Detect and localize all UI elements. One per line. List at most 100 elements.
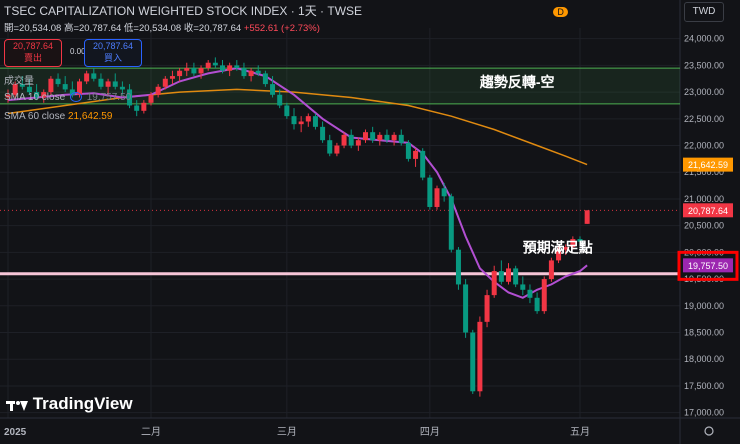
sell-button[interactable]: 20,787.64 賣出: [4, 39, 62, 67]
candle: [134, 100, 140, 117]
candle-body: [248, 70, 254, 77]
candle-body: [448, 196, 454, 250]
currency-selector[interactable]: TWD: [684, 2, 724, 22]
annotation-target: 預期滿足點: [523, 239, 593, 255]
candle: [241, 62, 247, 79]
buy-price: 20,787.64: [92, 41, 134, 51]
candle-body: [527, 289, 533, 298]
candle: [463, 279, 469, 338]
candle: [584, 210, 590, 224]
legend-sma10[interactable]: SMA 10 close 19,757.50: [4, 92, 131, 103]
candle-body: [327, 140, 333, 154]
candle: [427, 174, 433, 210]
y-tick-label: 19,000.00: [684, 301, 724, 311]
tv-logo-icon: [6, 399, 28, 411]
sma60-value: 21,642.59: [67, 111, 113, 122]
annotation-trend-reversal: 趨勢反轉-空: [479, 74, 555, 90]
candle-body: [177, 70, 183, 77]
candle: [363, 129, 368, 143]
candle-body: [105, 81, 111, 87]
candle: [527, 284, 533, 304]
candle-body: [141, 102, 147, 111]
candle-body: [398, 134, 404, 143]
symbol-title[interactable]: TSEC CAPITALIZATION WEIGHTED STOCK INDEX…: [4, 4, 363, 18]
legend-volume[interactable]: 成交量: [4, 76, 34, 87]
candle: [169, 70, 175, 85]
candle: [184, 62, 190, 77]
candle: [563, 244, 569, 256]
sell-label: 賣出: [23, 53, 42, 63]
eye-icon[interactable]: [69, 92, 82, 103]
candle-body: [162, 78, 168, 87]
candle: [26, 78, 32, 95]
price-label-text: 20,787.64: [688, 206, 728, 216]
candle: [119, 81, 125, 95]
price-label: 21,642.59: [683, 157, 733, 172]
candle: [477, 316, 483, 397]
candle: [305, 113, 311, 127]
candle-body: [184, 68, 190, 71]
candle: [41, 89, 47, 103]
candle-body: [377, 134, 383, 141]
candle: [320, 121, 326, 143]
candle: [112, 73, 118, 90]
candle: [384, 129, 390, 143]
candle: [312, 113, 318, 130]
candle-body: [234, 65, 240, 69]
candle: [448, 193, 454, 253]
candle-body: [155, 86, 161, 95]
candle: [506, 263, 511, 285]
candle: [455, 247, 461, 290]
candle: [520, 276, 526, 296]
candle: [298, 116, 304, 133]
candle: [370, 126, 376, 143]
candle-body: [355, 140, 361, 146]
candle: [105, 78, 111, 95]
candle-body: [420, 150, 426, 178]
candle-body: [513, 268, 519, 285]
candle-body: [148, 94, 154, 103]
candle: [262, 70, 268, 87]
price-label: 20,787.64: [683, 203, 733, 218]
candle-body: [348, 134, 354, 146]
candle-body: [127, 89, 133, 106]
legend-sma60[interactable]: SMA 60 close 21,642.59: [4, 111, 112, 122]
candle: [127, 84, 133, 109]
y-tick-label: 21,500.00: [684, 167, 724, 177]
candle-body: [391, 134, 397, 141]
candle: [441, 182, 447, 202]
candle-body: [5, 94, 11, 98]
candle-body: [169, 76, 175, 79]
candle-body: [255, 70, 261, 74]
sell-price: 20,787.64: [12, 41, 54, 51]
candle-body: [556, 249, 562, 261]
ohlc-close: 收=20,787.64: [183, 23, 242, 34]
candle-body: [112, 81, 118, 87]
candle-body: [284, 105, 290, 117]
candle: [141, 100, 147, 114]
x-tick-label: 四月: [420, 426, 440, 438]
candle: [434, 185, 440, 210]
y-tick-label: 22,000.00: [684, 141, 724, 151]
candle-body: [212, 62, 218, 66]
price-label-bg: [683, 258, 733, 273]
candle: [577, 236, 583, 245]
buy-button[interactable]: 20,787.64 買入: [84, 39, 142, 67]
candle-body: [584, 210, 590, 224]
candle: [405, 140, 411, 162]
candle: [62, 76, 68, 93]
candle-body: [205, 62, 211, 69]
ohlc-open: 開=20,534.08: [4, 23, 62, 34]
price-label: 19,757.50: [677, 250, 739, 281]
candle: [177, 68, 183, 82]
d-badge[interactable]: D: [553, 7, 568, 17]
candle-body: [191, 68, 197, 74]
candle-body: [98, 78, 104, 87]
candle: [556, 247, 562, 264]
candle: [498, 260, 504, 285]
x-tick-label: 五月: [570, 426, 590, 438]
candle-body: [427, 177, 433, 207]
y-tick-label: 17,000.00: [684, 408, 724, 418]
